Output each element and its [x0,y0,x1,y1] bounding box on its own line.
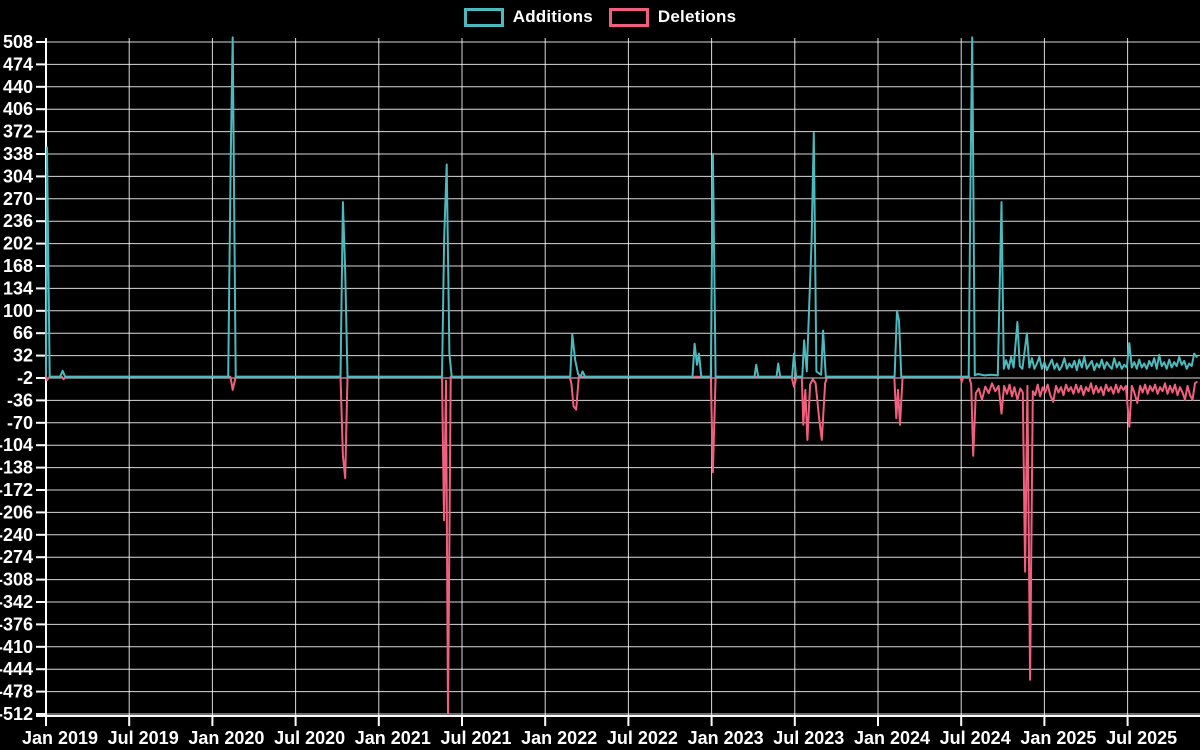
y-tick-label: -444 [0,659,33,679]
y-tick-label: 440 [3,77,33,97]
additions-legend-label: Additions [512,7,593,26]
y-tick-label: -138 [0,458,33,478]
y-tick-label: -342 [0,592,33,612]
x-tick-label: Jan 2022 [521,728,597,748]
deletions-line [45,375,1198,715]
y-tick-label: -478 [0,682,33,702]
y-tick-label: 474 [3,54,33,74]
additions-line [45,36,1198,378]
y-tick-label: -240 [0,525,33,545]
y-tick-label: -70 [7,413,33,433]
x-tick-label: Jul 2025 [1106,728,1177,748]
y-tick-label: 406 [3,99,33,119]
legend-item-additions[interactable]: Additions [463,7,593,27]
y-tick-label: -172 [0,480,33,500]
y-tick-label: -274 [0,547,33,567]
additions-legend-swatch [463,7,504,27]
y-tick-label: 338 [3,144,33,164]
y-tick-label: -206 [0,502,33,522]
y-tick-label: -36 [7,390,33,410]
x-tick-label: Jan 2024 [854,728,930,748]
x-tick-label: Jul 2020 [274,728,345,748]
y-tick-label: 134 [3,278,33,298]
x-tick-label: Jan 2020 [188,728,264,748]
y-tick-label: 304 [3,166,33,186]
y-tick-label: 236 [3,211,33,231]
y-tick-label: 32 [13,346,33,366]
y-tick-label: -308 [0,570,33,590]
deletions-legend-swatch [608,7,649,27]
y-tick-label: -512 [0,704,33,724]
x-tick-label: Jan 2025 [1020,728,1096,748]
x-tick-label: Jul 2022 [607,728,678,748]
y-tick-label: -2 [17,368,33,388]
y-tick-label: 66 [13,323,33,343]
y-tick-label: -104 [0,435,33,455]
y-tick-label: 270 [3,189,33,209]
x-tick-label: Jan 2019 [22,728,98,748]
x-tick-label: Jul 2021 [440,728,511,748]
y-tick-label: 508 [3,32,33,52]
deletions-legend-label: Deletions [657,7,737,26]
x-tick-label: Jul 2023 [773,728,844,748]
y-tick-label: 168 [3,256,33,276]
x-tick-label: Jan 2023 [688,728,764,748]
y-tick-label: -410 [0,637,33,657]
y-tick-label: 100 [3,301,33,321]
x-tick-label: Jul 2024 [940,728,1011,748]
x-tick-label: Jan 2021 [355,728,431,748]
chart-legend: Additions Deletions [0,7,1200,27]
legend-item-deletions[interactable]: Deletions [608,7,737,27]
y-tick-label: -376 [0,614,33,634]
x-tick-label: Jul 2019 [108,728,179,748]
y-tick-label: 202 [3,234,33,254]
y-tick-label: 372 [3,122,33,142]
